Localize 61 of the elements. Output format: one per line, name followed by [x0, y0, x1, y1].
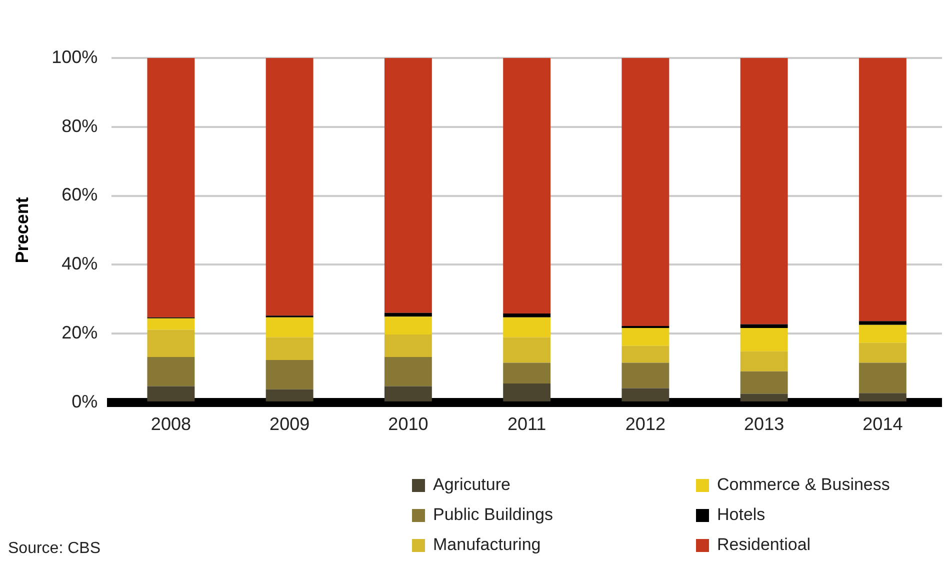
- bar: [622, 58, 670, 326]
- y-tick-label: 20%: [62, 322, 98, 342]
- x-tick-label: 2011: [507, 414, 546, 434]
- x-tick-label: 2009: [270, 414, 310, 434]
- y-tick-label: 60%: [62, 184, 98, 205]
- bar: [503, 383, 551, 402]
- bar: [147, 386, 195, 402]
- legend-label: Manufacturing: [433, 535, 541, 555]
- legend-label: Residentioal: [717, 535, 811, 555]
- bar: [384, 386, 432, 402]
- bar: [622, 346, 670, 363]
- bar: [858, 58, 906, 322]
- bar: [503, 362, 551, 384]
- bar: [858, 393, 906, 402]
- bar: [266, 389, 314, 402]
- bar: [384, 356, 432, 386]
- x-tick-label: 2008: [150, 414, 191, 434]
- x-tick-label: 2013: [744, 414, 784, 434]
- bar: [266, 337, 314, 360]
- bar: [858, 321, 906, 325]
- legend-label: Hotels: [717, 505, 766, 525]
- bar: [147, 318, 195, 330]
- bar: [503, 314, 551, 318]
- bar: [147, 58, 195, 318]
- bar: [503, 317, 551, 338]
- bar: [384, 316, 432, 335]
- bar: [858, 342, 906, 363]
- bar: [622, 326, 670, 328]
- source-note: Source: CBS: [8, 540, 100, 558]
- x-tick-label: 2014: [862, 414, 903, 434]
- bar: [503, 58, 551, 314]
- bar: [266, 360, 314, 390]
- x-tick-label: 2012: [625, 414, 666, 434]
- y-axis-title: Precent: [12, 197, 32, 264]
- bar: [266, 58, 314, 316]
- bar: [858, 324, 906, 343]
- y-tick-label: 100%: [52, 46, 98, 67]
- bar: [622, 362, 670, 388]
- x-tick-label: 2010: [388, 414, 428, 434]
- bar: [503, 337, 551, 363]
- bar: [740, 394, 788, 402]
- bar: [384, 312, 432, 317]
- bar: [740, 324, 788, 328]
- bar: [384, 58, 432, 313]
- y-tick-label: 0%: [72, 391, 98, 412]
- legend-label: Commerce & Business: [717, 475, 890, 495]
- bar: [740, 328, 788, 352]
- legend-label: Agricuture: [433, 475, 510, 495]
- bar: [740, 351, 788, 372]
- bar: [622, 388, 670, 402]
- bar: [858, 362, 906, 394]
- bar: [622, 328, 670, 346]
- bar: [266, 317, 314, 338]
- bar: [147, 356, 195, 386]
- bar: [740, 58, 788, 324]
- legend-label: Public Buildings: [433, 505, 554, 525]
- y-tick-label: 80%: [62, 116, 98, 136]
- y-tick-label: 40%: [62, 254, 98, 274]
- bar: [147, 330, 195, 357]
- bar: [384, 334, 432, 357]
- bar: [740, 371, 788, 394]
